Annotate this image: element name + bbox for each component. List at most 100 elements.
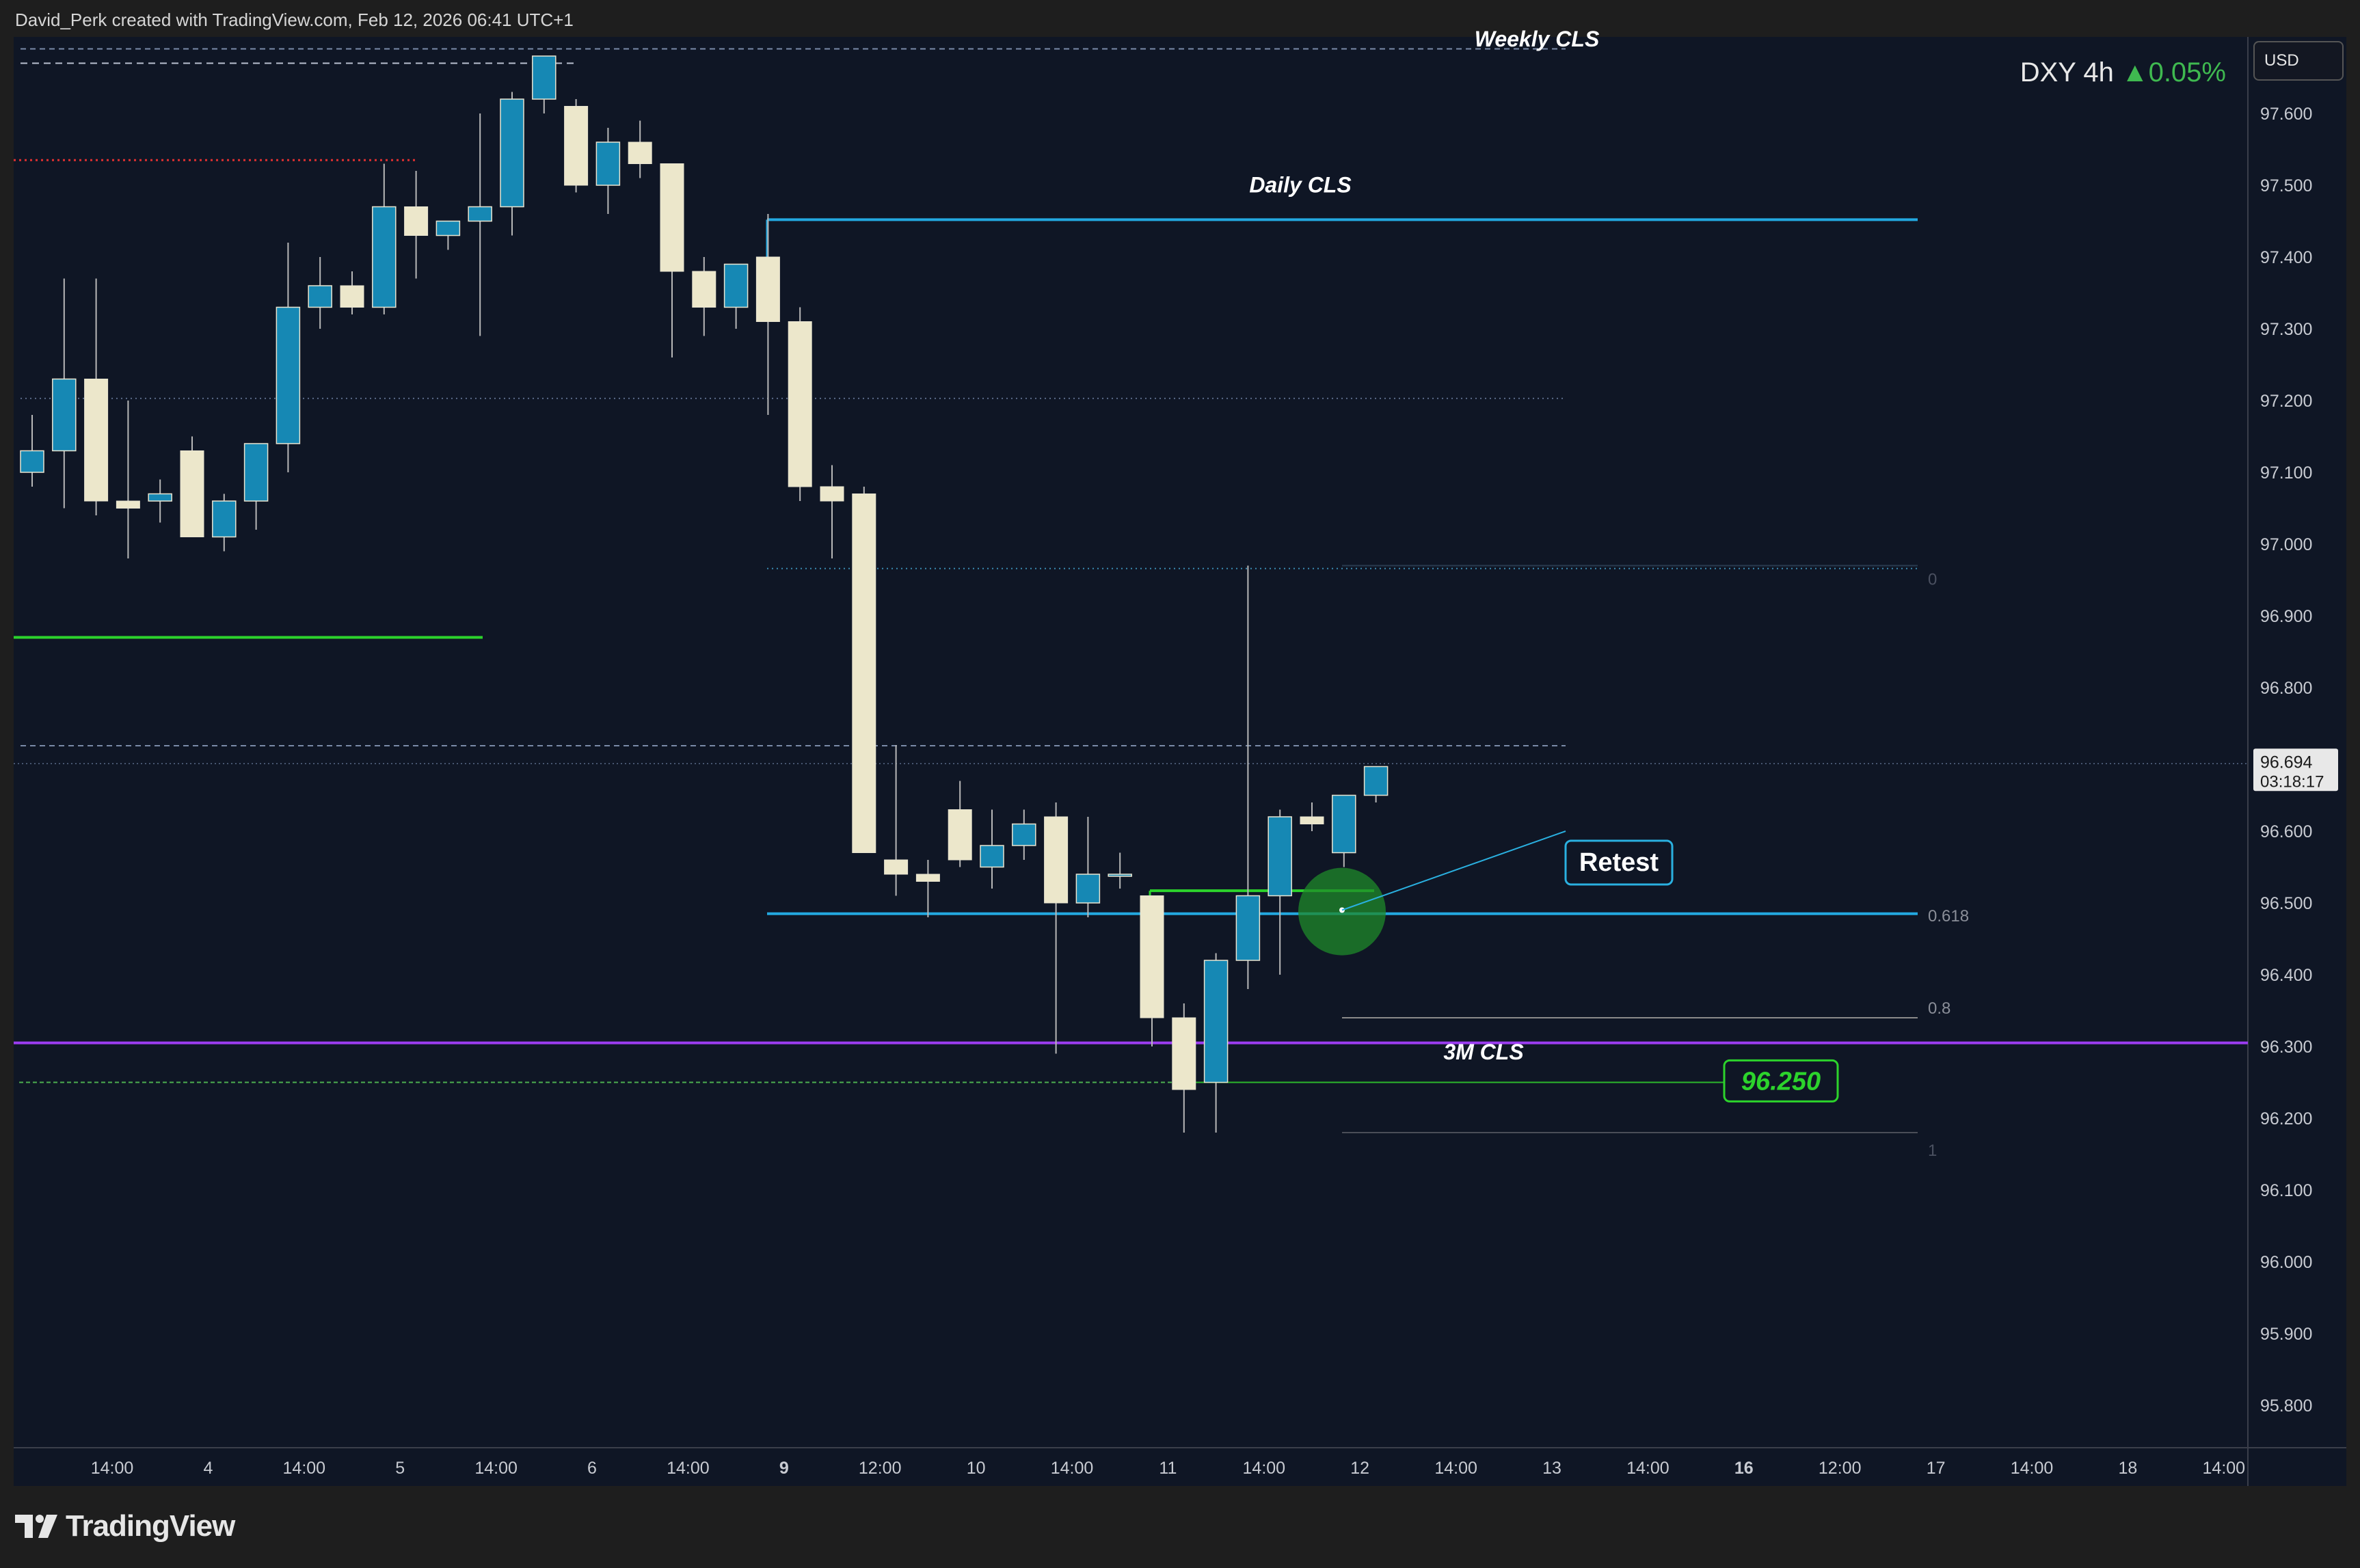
candle [1203, 953, 1229, 1133]
time-tick-label: 14:00 [1626, 1459, 1670, 1478]
tradingview-logo[interactable]: TradingView [15, 1509, 235, 1543]
time-tick-label: 11 [1159, 1459, 1177, 1478]
candle [308, 257, 332, 329]
candle-body [595, 141, 621, 186]
fib-label: 0 [1928, 571, 1937, 589]
candle-body [340, 285, 364, 308]
symbol-timeframe: 4h [2083, 57, 2114, 87]
plot-background [14, 37, 2248, 1448]
candle [820, 465, 844, 558]
time-tick-label: 14:00 [283, 1459, 326, 1478]
daily-cls-label: Daily CLS [1249, 172, 1352, 197]
candle-body [1140, 895, 1164, 1018]
candle-body [1203, 960, 1229, 1083]
candle-body [404, 206, 429, 236]
price-tick-label: 97.000 [2260, 535, 2312, 554]
price-tick-label: 96.500 [2260, 894, 2312, 913]
price-tick-label: 96.100 [2260, 1181, 2312, 1200]
candle [692, 257, 716, 336]
candle [116, 401, 140, 558]
retest-label: Retest [1564, 839, 1674, 886]
price-axis[interactable]: 97.600 97.500 97.400 97.300 97.200 97.100 97.0… [2253, 105, 2338, 1416]
candle [723, 263, 749, 329]
level-lines [14, 48, 2248, 1133]
candle [243, 443, 269, 530]
candle [276, 243, 301, 472]
time-axis[interactable]: 14:00 4 14:00 5 14:00 6 14:00 9 12:00 10 14:00 11 14… [91, 1459, 2245, 1478]
candle-body [276, 306, 301, 444]
candle [1108, 852, 1132, 889]
retest-label-box [1564, 839, 1674, 886]
time-tick-label: 12 [1350, 1459, 1369, 1478]
price-tick-label: 97.500 [2260, 176, 2312, 195]
time-tick-label: 14:00 [91, 1459, 134, 1478]
time-tick-label: 5 [395, 1459, 405, 1478]
candle [948, 781, 972, 867]
candle [180, 436, 204, 537]
three-m-cls-label: 3M CLS [1443, 1040, 1524, 1064]
chart-credit: David_Perk created with TradingView.com,… [15, 10, 574, 30]
candle-body [1268, 816, 1292, 897]
candle [84, 278, 109, 515]
candle-body [20, 450, 44, 473]
price-tick-label: 95.800 [2260, 1396, 2312, 1416]
fib-label: 1 [1928, 1141, 1937, 1160]
candle [1268, 809, 1292, 975]
candle [148, 479, 172, 523]
last-price-countdown: 03:18:17 [2260, 772, 2324, 791]
price-tick-label: 97.100 [2260, 463, 2312, 483]
candle-body [243, 443, 269, 502]
candle [1044, 802, 1069, 1054]
candle-body [148, 493, 172, 502]
candle [788, 307, 812, 501]
price-change: ▲0.05% [2121, 57, 2226, 87]
candle-body [1332, 794, 1356, 854]
time-tick-label: 14:00 [2011, 1459, 2054, 1478]
candle-body [884, 859, 909, 875]
price-axis-background [2248, 37, 2346, 1448]
candle-body [212, 500, 237, 538]
candle-body [468, 206, 492, 222]
candle-body [723, 263, 749, 308]
price-tick-label: 96.800 [2260, 679, 2312, 698]
price-tick-label: 97.300 [2260, 320, 2312, 339]
price-chart[interactable]: Retest Weekly CLS Daily CLS 3M CLS 96.250 0 0.… [0, 0, 2360, 1487]
candle-body [755, 256, 780, 322]
candle [1140, 895, 1164, 1046]
candle [1235, 565, 1261, 989]
candle-body [116, 500, 140, 509]
time-tick-label: 12:00 [1819, 1459, 1862, 1478]
candle-body [308, 285, 332, 308]
candle [980, 809, 1004, 889]
candle [532, 55, 557, 113]
currency-button[interactable]: USD [2253, 41, 2344, 81]
time-tick-label: 14:00 [1051, 1459, 1094, 1478]
candle-body [915, 874, 940, 882]
tradingview-logo-text: TradingView [66, 1509, 235, 1543]
candlesticks [20, 55, 1389, 1133]
retest-connector [1341, 830, 1566, 911]
candle [20, 415, 44, 487]
candle-body [84, 379, 109, 502]
price-tick-label: 96.900 [2260, 607, 2312, 626]
time-tick-label: 14:00 [1434, 1459, 1477, 1478]
weekly-cls-label: Weekly CLS [1475, 27, 1600, 51]
time-tick-label: 14:00 [667, 1459, 710, 1478]
candle [1172, 1003, 1196, 1133]
symbol-ticker: DXY [2020, 57, 2076, 87]
candle [372, 163, 397, 314]
time-tick-label: 17 [1927, 1459, 1946, 1478]
price-tick-label: 96.600 [2260, 822, 2312, 841]
time-tick-label: 10 [967, 1459, 986, 1478]
time-axis-background [14, 1448, 2346, 1486]
candle [564, 99, 589, 193]
candle [1363, 766, 1389, 802]
candle-body [1044, 816, 1069, 904]
retest-label-text: Retest [1579, 848, 1659, 877]
candle [500, 92, 524, 236]
time-tick-label: 6 [587, 1459, 597, 1478]
candle-body [852, 494, 876, 853]
last-price-value: 96.694 [2260, 753, 2313, 772]
price-level-label: 96.250 [1723, 1059, 1839, 1103]
candle [340, 271, 364, 314]
